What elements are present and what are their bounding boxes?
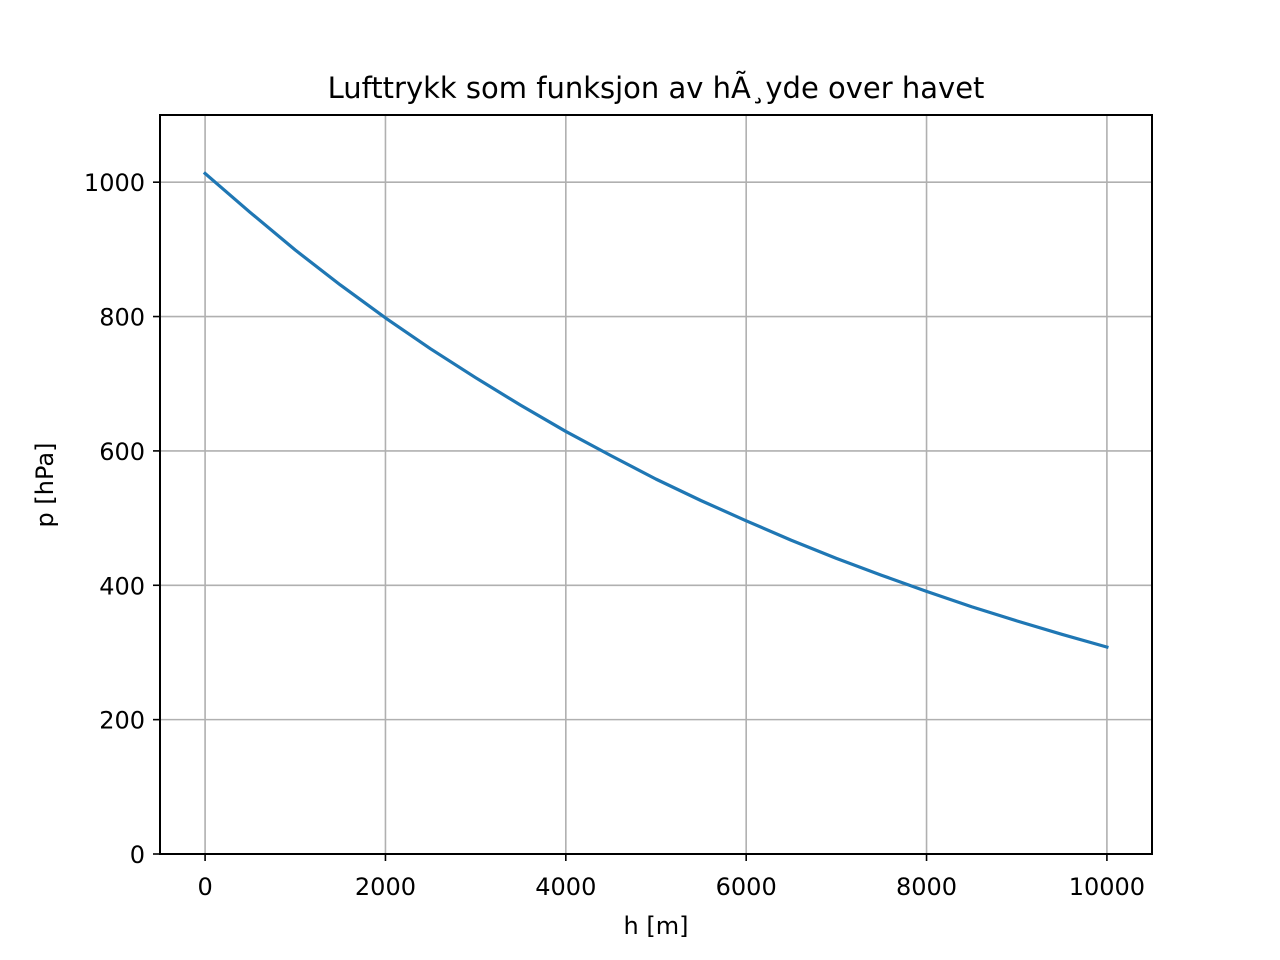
x-axis-ticks: 0 2000 4000 6000 8000 10000 xyxy=(197,854,1145,901)
x-axis-label: h [m] xyxy=(624,912,689,940)
y-tick-label: 200 xyxy=(99,707,145,735)
y-tick-label: 400 xyxy=(99,572,145,600)
y-tick-label: 800 xyxy=(99,304,145,332)
y-axis-label: p [hPa] xyxy=(31,443,59,528)
chart-title: Lufttrykk som funksjon av hÃ¸yde over ha… xyxy=(328,71,985,105)
pressure-series-line xyxy=(202,171,1109,650)
series-layer xyxy=(202,171,1109,650)
y-tick-label: 600 xyxy=(99,438,145,466)
plot-frame xyxy=(159,114,1153,855)
x-tick-label: 6000 xyxy=(716,873,777,901)
x-tick-label: 10000 xyxy=(1069,873,1145,901)
y-axis-ticks: 0 200 400 600 800 1000 xyxy=(84,169,160,869)
x-tick-label: 2000 xyxy=(355,873,416,901)
y-tick-label: 0 xyxy=(130,841,145,869)
x-tick-label: 4000 xyxy=(535,873,596,901)
y-tick-label: 1000 xyxy=(84,169,145,197)
x-tick-label: 0 xyxy=(197,873,212,901)
x-tick-label: 8000 xyxy=(896,873,957,901)
